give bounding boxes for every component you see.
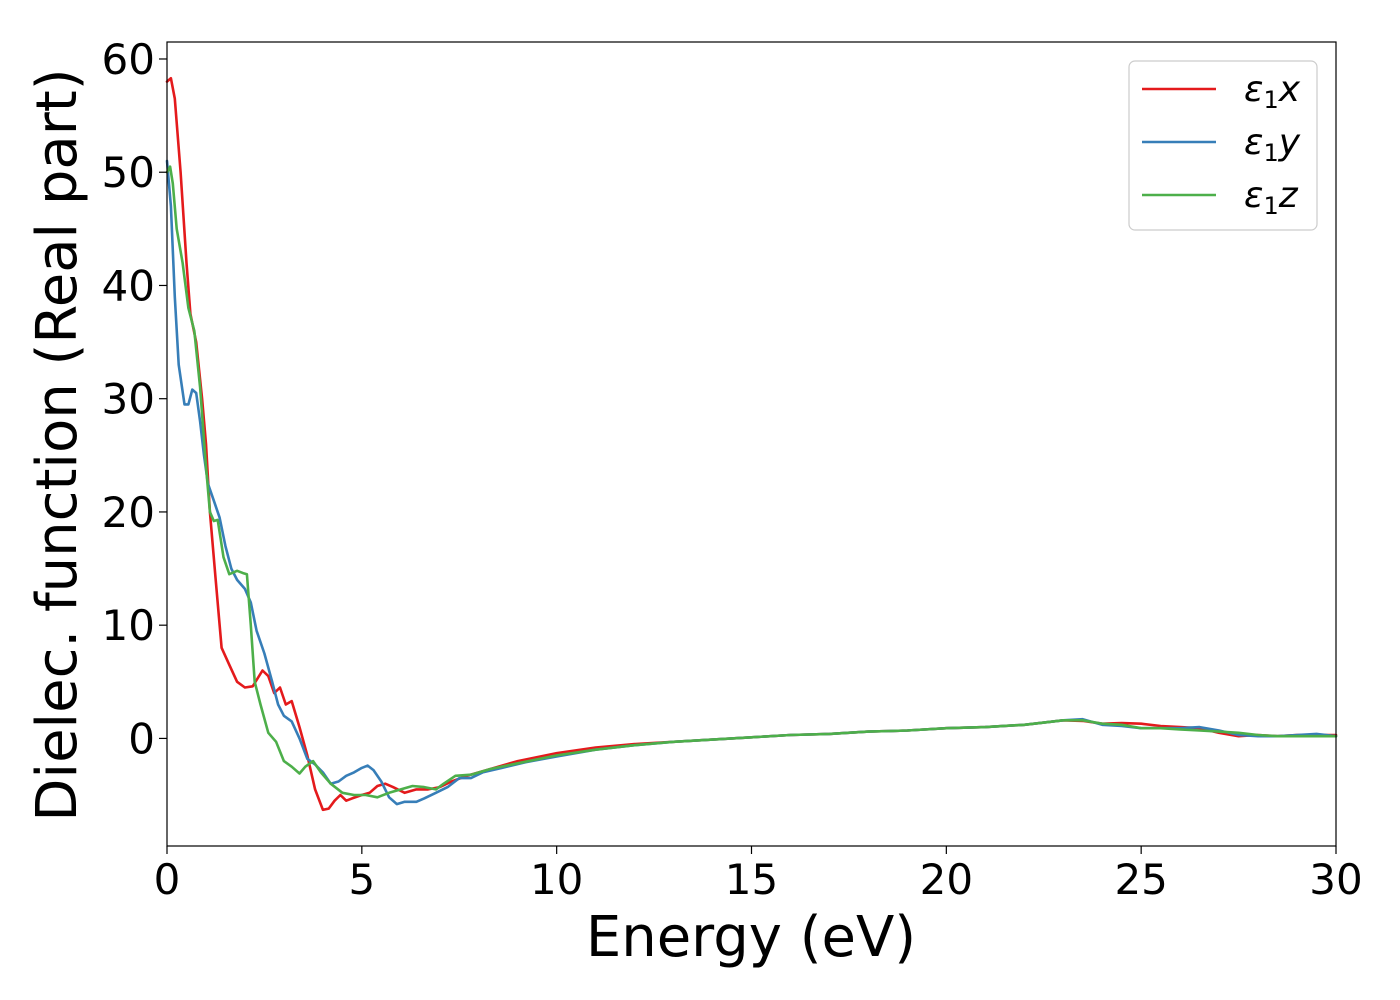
x-tick-label: 20 (920, 855, 973, 904)
y-tick-label: 60 (102, 35, 155, 84)
x-tick-label: 0 (154, 855, 181, 904)
x-tick-label: 30 (1309, 855, 1362, 904)
series-line-z (165, 165, 1338, 799)
x-tick-label: 5 (348, 855, 375, 904)
y-tick-label: 0 (128, 714, 155, 763)
y-tick-label: 20 (102, 488, 155, 537)
y-tick-label: 50 (102, 148, 155, 197)
ticks-layer: 0 5 10 15 20 25 30 0 10 20 30 40 50 60 (102, 35, 1363, 904)
y-tick-label: 40 (102, 261, 155, 310)
x-axis-label: Energy (eV) (586, 905, 916, 970)
legend-box (1128, 60, 1318, 231)
legend-label-y: ε1y (1244, 122, 1301, 167)
y-tick-label: 10 (102, 601, 155, 650)
x-tick-label: 15 (725, 855, 778, 904)
x-tick-label: 25 (1114, 855, 1167, 904)
series-layer (165, 76, 1338, 812)
legend-label-x: ε1x (1244, 69, 1301, 114)
y-axis-label: Dielec. function (Real part) (25, 68, 90, 821)
x-tick-label: 10 (530, 855, 583, 904)
legend: ε1x ε1y ε1z (1128, 60, 1318, 231)
y-tick-label: 30 (102, 375, 155, 424)
legend-label-z: ε1z (1244, 175, 1299, 220)
